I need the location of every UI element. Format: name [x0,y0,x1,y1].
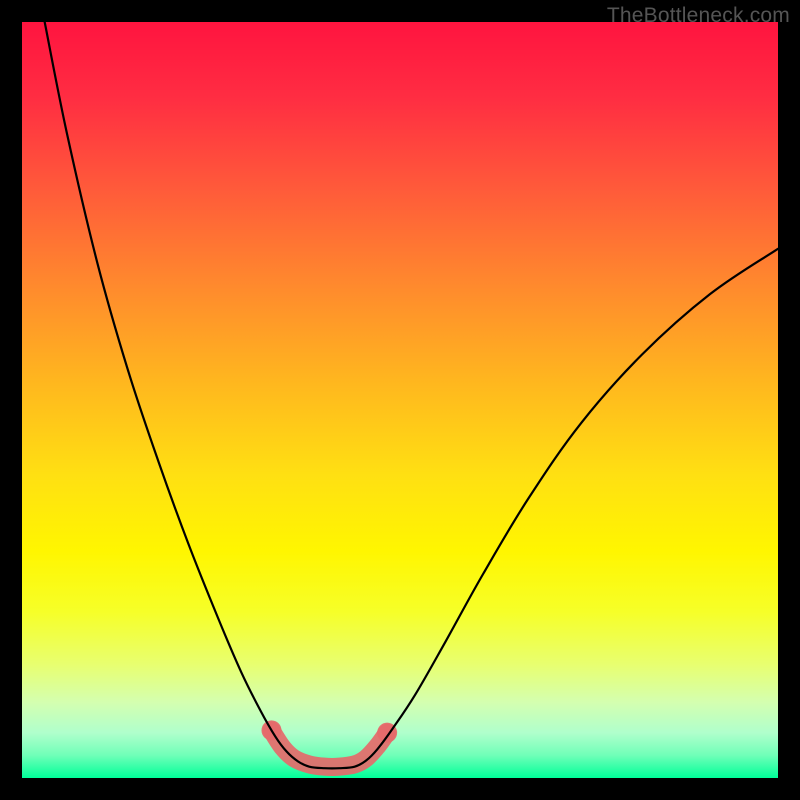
bottleneck-curve-chart [22,22,778,778]
chart-area [22,22,778,778]
chart-container: TheBottleneck.com [0,0,800,800]
watermark-text: TheBottleneck.com [607,4,790,28]
gradient-background [22,22,778,778]
